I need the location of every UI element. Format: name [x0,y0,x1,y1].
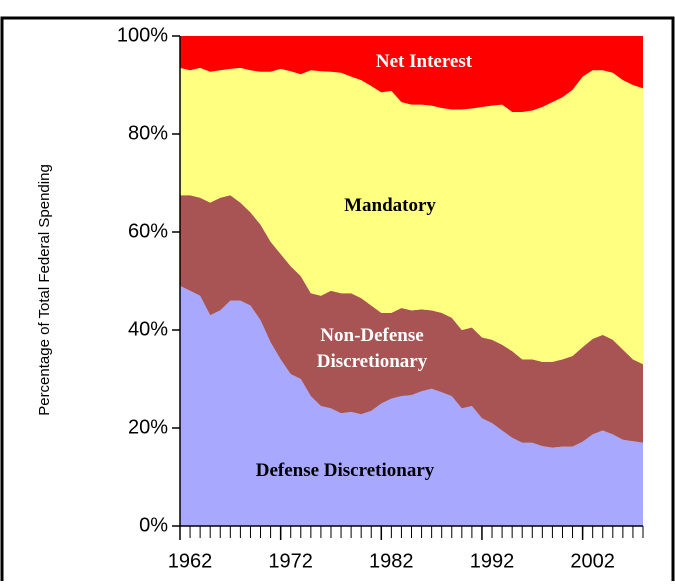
y-tick-label: 60% [128,220,168,242]
y-tick-label: 100% [117,24,168,46]
y-tick-label: 40% [128,318,168,340]
y-tick-label: 20% [128,416,168,438]
x-tick-label: 1992 [470,550,515,572]
area [180,67,643,365]
frame [0,16,675,586]
area [180,195,643,448]
area [180,285,643,526]
x-tick-label: 1982 [369,550,414,572]
area [180,36,643,112]
series-label: Mandatory [344,195,436,216]
y-tick-label: 80% [128,122,168,144]
x-tick-label: 1972 [268,550,313,572]
series-label: Defense Discretionary [255,460,435,481]
y-tick-label: 0% [139,514,168,536]
series-label: Non-Defense Discretionary [316,325,428,372]
x-tick-label: 2002 [570,550,615,572]
y-axis-label: Percentage of Total Federal Spending [36,164,53,416]
x-tick-label: 1962 [168,550,213,572]
series-label: Net Interest [375,51,473,72]
